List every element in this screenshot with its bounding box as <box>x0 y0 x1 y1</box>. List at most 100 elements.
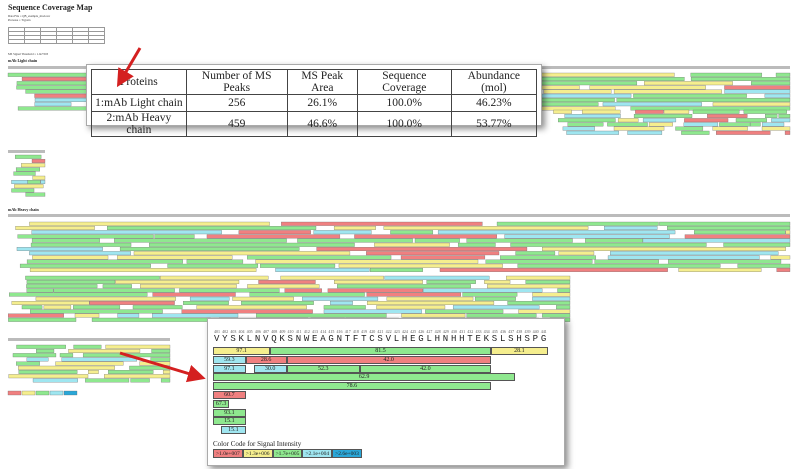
coverage-bar <box>206 234 341 239</box>
peptide-bar[interactable]: 52.3 <box>286 364 361 373</box>
sequence-line <box>8 150 45 153</box>
peptide-bar[interactable]: 28.6 <box>245 355 287 364</box>
residue-number: 432 <box>467 329 474 334</box>
coverage-bar <box>241 301 314 305</box>
coverage-bar <box>776 268 791 272</box>
coverage-bar <box>18 365 115 370</box>
coverage-bar <box>21 305 43 310</box>
peptide-bar[interactable]: 60.7 <box>213 391 246 399</box>
coverage-bar <box>506 275 571 280</box>
peptide-bar[interactable]: 62.9 <box>213 373 516 382</box>
peptide-bar[interactable]: 93.1 <box>213 408 246 417</box>
coverage-bar <box>323 305 366 310</box>
legend-item: >1.3e+006 <box>242 449 273 458</box>
peptide-bar[interactable]: 42.0 <box>286 355 491 364</box>
coverage-bar <box>133 251 351 256</box>
coverage-bar <box>366 301 495 305</box>
coverage-bar <box>196 305 307 310</box>
coverage-bar <box>567 122 604 127</box>
cell: 100.0% <box>356 111 452 137</box>
peptide-bar[interactable]: 15.1 <box>213 417 246 426</box>
coverage-bar <box>55 361 124 366</box>
data-file-line: Data File = QB_example_mod.raw <box>8 14 51 18</box>
residue-number: 427 <box>426 329 433 334</box>
coverage-bar <box>602 102 702 107</box>
coverage-bar <box>104 374 171 379</box>
header-peaks: Number of MS Peaks <box>185 69 288 95</box>
table-header-row: Proteins Number of MS Peaks MS Peak Area… <box>91 69 538 95</box>
coverage-bar <box>771 118 791 123</box>
residue-number: 409 <box>279 329 286 334</box>
coverage-bar <box>14 154 42 159</box>
coverage-bar <box>247 284 320 289</box>
coverage-bar <box>26 288 54 293</box>
coverage-bar <box>162 370 171 374</box>
residue-number: 412 <box>303 329 310 334</box>
residue-number: 416 <box>336 329 343 334</box>
coverage-bar <box>558 118 616 123</box>
coverage-bar <box>302 296 379 301</box>
page-title: Sequence Coverage Map <box>8 3 93 12</box>
coverage-bar <box>627 130 663 135</box>
coverage-bar <box>30 242 132 247</box>
coverage-bar <box>630 106 791 111</box>
coverage-bar <box>466 313 537 318</box>
coverage-bar <box>712 102 791 107</box>
residue-number: 440 <box>532 329 539 334</box>
coverage-bar <box>556 305 571 310</box>
coverage-bar <box>644 81 733 86</box>
coverage-bar <box>426 280 476 284</box>
peptide-bar[interactable]: 97.1 <box>213 364 246 373</box>
coverage-bar <box>167 263 259 268</box>
peptide-bar[interactable]: 28.1 <box>490 347 548 355</box>
coverage-bar <box>762 122 785 127</box>
coverage-bar <box>564 114 621 118</box>
coverage-bar <box>26 357 49 362</box>
coverage-bar <box>383 226 589 230</box>
coverage-bar <box>543 89 612 94</box>
coverage-bar <box>68 349 141 353</box>
coverage-bar <box>13 171 36 176</box>
coverage-bar <box>485 259 593 264</box>
peptide-bar[interactable]: 81.5 <box>270 347 491 355</box>
header-abundance: Abundance (mol) <box>450 69 538 95</box>
coverage-bar <box>737 263 791 268</box>
mini-legend-swatch <box>49 390 64 396</box>
residue-number: 403 <box>230 329 237 334</box>
coverage-bar <box>159 275 269 280</box>
coverage-bar <box>8 317 77 322</box>
peptide-bar[interactable]: 67.3 <box>213 399 230 408</box>
cell: 256 <box>185 94 288 112</box>
coverage-bar <box>678 268 762 272</box>
coverage-bar <box>366 251 500 256</box>
peptide-bar[interactable]: 59.3 <box>213 355 246 364</box>
mini-legend-swatch <box>7 390 22 396</box>
peptide-bar[interactable]: 42.0 <box>360 364 491 373</box>
coverage-bar <box>130 378 150 383</box>
coverage-bar <box>566 130 619 135</box>
summary-table-callout: Proteins Number of MS Peaks MS Peak Area… <box>86 64 542 137</box>
coverage-bar <box>12 353 57 358</box>
peptide-bar[interactable]: 30.0 <box>253 364 287 373</box>
peptide-bar[interactable]: 15.1 <box>221 426 246 435</box>
coverage-bar <box>26 280 116 284</box>
coverage-bar <box>617 118 639 123</box>
coverage-bar <box>31 230 222 235</box>
residue-number: 428 <box>434 329 441 334</box>
coverage-bar <box>29 268 257 272</box>
residue-number: 401 <box>214 329 220 334</box>
residue-number: 418 <box>352 329 359 334</box>
coverage-bar <box>425 309 504 314</box>
peptide-bar[interactable]: 97.1 <box>213 347 271 355</box>
coverage-bar <box>132 305 183 310</box>
coverage-bar <box>633 93 747 98</box>
coverage-bar <box>108 370 154 374</box>
coverage-bar <box>558 251 595 256</box>
coverage-bar <box>683 122 719 127</box>
peptide-bar[interactable]: 78.6 <box>213 382 491 391</box>
coverage-bar <box>716 130 771 135</box>
coverage-bar <box>327 288 423 293</box>
coverage-bar <box>668 259 782 264</box>
coverage-bar <box>15 226 95 230</box>
coverage-bar <box>527 72 675 77</box>
